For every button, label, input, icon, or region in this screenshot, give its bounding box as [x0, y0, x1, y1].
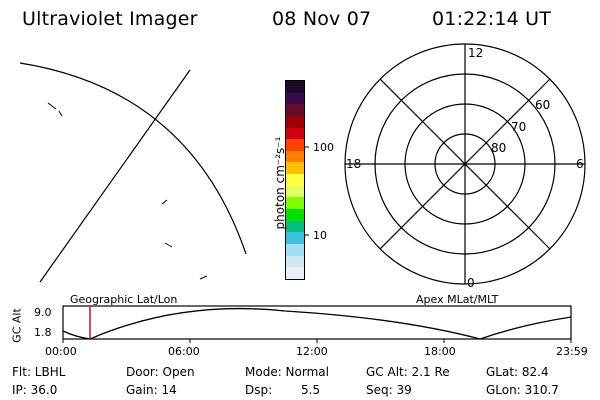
coast-fragment — [199, 275, 208, 280]
coast-fragment — [58, 110, 63, 117]
colorbar-swatch — [286, 115, 304, 128]
colorbar-swatch — [286, 197, 304, 210]
time-label: 01:22:14 UT — [432, 8, 552, 30]
status-seq: Seq: 39 — [366, 383, 412, 397]
colorbar-swatch — [286, 92, 304, 105]
timeline-y-tick-high: 9.0 — [34, 306, 52, 319]
status-glat: GLat: 82.4 — [486, 365, 549, 379]
coast-fragment — [161, 199, 168, 205]
colorbar-swatch — [286, 220, 304, 233]
lat-label-80: 80 — [491, 141, 507, 155]
colorbar-tick-100: 100 — [313, 141, 334, 154]
timeline-y-tick-low: 1.8 — [34, 326, 52, 339]
status-mode: Mode: Normal — [245, 365, 329, 379]
mlt-label-top: 12 — [468, 46, 484, 60]
coast-fragment — [164, 242, 173, 248]
status-dsp-value: 5.5 — [301, 383, 321, 397]
colorbar-swatch — [286, 209, 304, 221]
colorbar-swatch — [286, 267, 304, 279]
colorbar-swatch — [286, 185, 304, 198]
colorbar-swatch — [286, 81, 304, 93]
timeline-x-tick-4: 23:59 — [556, 345, 588, 358]
colorbar-swatch — [286, 139, 304, 151]
timeline-x-tick-3: 18:00 — [424, 345, 456, 358]
status-gain: Gain: 14 — [126, 383, 177, 397]
instrument-title: Ultraviolet Imager — [22, 8, 198, 30]
timeline-x-tick-1: 06:00 — [168, 345, 200, 358]
terminator-line — [39, 69, 191, 283]
coast-fragment — [47, 102, 57, 110]
lat-label-60: 60 — [535, 98, 551, 112]
date-label: 08 Nov 07 — [272, 8, 372, 30]
status-filter: Flt: LBHL — [12, 365, 66, 379]
status-glon: GLon: 310.7 — [486, 383, 559, 397]
earth-limb-arc — [19, 62, 247, 255]
colorbar-swatch — [286, 162, 304, 175]
colorbar-tick-10: 10 — [313, 229, 327, 242]
lat-label-70: 70 — [511, 120, 527, 134]
status-gc-alt: GC Alt: 2.1 Re — [366, 365, 450, 379]
colorbar-swatch — [286, 232, 304, 244]
timeline-x-tick-2: 12:00 — [296, 345, 328, 358]
status-ip: IP: 36.0 — [12, 383, 58, 397]
colorbar-swatch — [286, 255, 304, 268]
status-door: Door: Open — [126, 365, 195, 379]
mlt-label-right: 6 — [576, 157, 584, 171]
colorbar-swatch — [286, 150, 304, 163]
mlt-label-bottom: 0 — [467, 276, 475, 290]
status-dsp-label: Dsp: — [245, 383, 273, 397]
colorbar-swatch — [286, 243, 304, 256]
mlt-diagonal-2 — [379, 78, 551, 250]
colorbar-swatch — [286, 127, 304, 140]
altitude-curve — [62, 307, 572, 340]
colorbar-swatch — [286, 104, 304, 116]
timeline-right-title: Apex MLat/MLT — [416, 293, 499, 306]
colorbar — [285, 80, 305, 280]
timeline-left-title: Geographic Lat/Lon — [70, 293, 178, 306]
mlt-label-left: 18 — [346, 157, 362, 171]
timeline-x-tick-0: 00:00 — [45, 345, 77, 358]
colorbar-swatch — [286, 174, 304, 186]
